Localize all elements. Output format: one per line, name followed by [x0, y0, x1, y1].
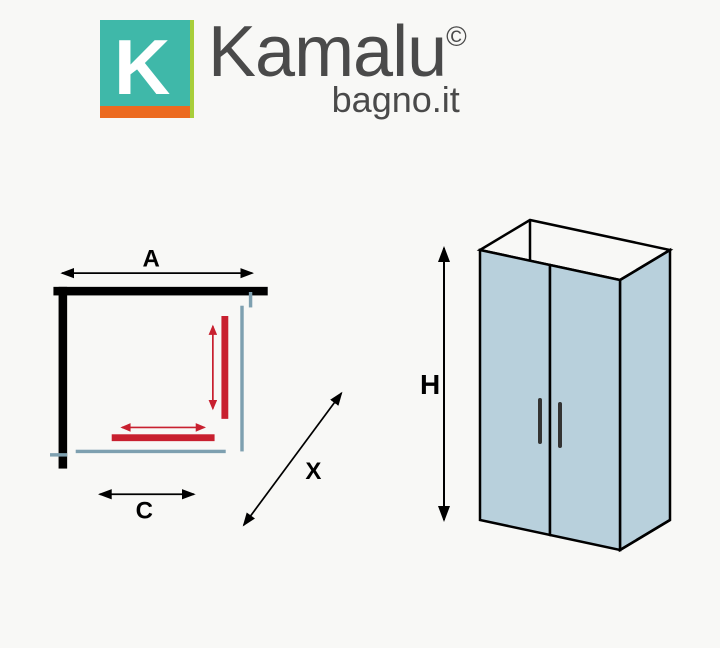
brand-text-block: Kamalu© bagno.it	[208, 20, 466, 121]
glass-side-panel	[620, 250, 670, 550]
glass-right-track	[240, 306, 243, 452]
brand-name: Kamalu©	[208, 20, 466, 85]
wall-top	[53, 287, 267, 296]
logo-letter: K	[114, 22, 170, 113]
copyright-symbol: ©	[446, 21, 466, 52]
glass-bottom-track	[76, 450, 226, 453]
wall-left	[59, 287, 68, 469]
dim-x-label: X	[305, 458, 321, 485]
dim-c-label: C	[136, 497, 153, 524]
dim-a-label: A	[142, 245, 159, 272]
front-door-left	[480, 250, 550, 535]
glass-stub-tr	[249, 292, 252, 307]
diagram-area: A C X H	[0, 190, 720, 620]
slider-vertical	[221, 316, 228, 419]
glass-stub-left	[50, 453, 67, 456]
dim-x-line	[244, 393, 342, 525]
logo-mark: K	[100, 20, 198, 118]
dim-h-label: H	[420, 369, 440, 400]
slider-horizontal	[112, 434, 215, 441]
plan-view-diagram: A C X	[50, 220, 350, 580]
brand-logo: K Kamalu© bagno.it	[100, 20, 466, 121]
isometric-view-diagram: H	[420, 200, 690, 580]
